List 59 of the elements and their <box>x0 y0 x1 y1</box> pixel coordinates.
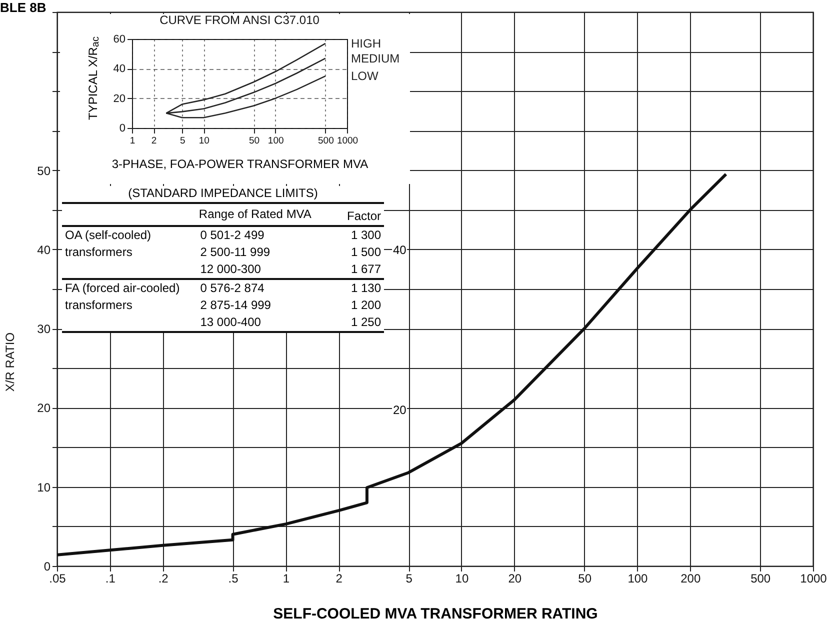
annotation: 0 576-2 874 <box>199 280 266 297</box>
y-tick-label: 60 <box>113 34 126 46</box>
x-tick-label: .1 <box>105 572 116 586</box>
y-tick-label: 10 <box>37 480 51 494</box>
annotation: Range of Rated MVA <box>198 206 312 223</box>
x-tick-label: 100 <box>628 572 648 586</box>
text: HIGH <box>351 36 381 50</box>
x-tick-label: 200 <box>680 572 701 586</box>
x-tick-label: 2 <box>151 136 157 146</box>
annotation: 13 000-400 <box>199 314 262 331</box>
annotation: 12 000-300 <box>199 261 262 278</box>
annotation: 20 <box>392 403 408 417</box>
x-tick-label: 50 <box>578 572 592 586</box>
x-tick-label: 1000 <box>800 572 828 586</box>
x-tick-label: .05 <box>49 572 66 586</box>
annotation: 2 500-11 999 <box>199 244 272 261</box>
annotation: 1 130 <box>350 280 382 297</box>
chart-title: CURVE FROM ANSI C37.010 <box>160 13 320 27</box>
annotation: 1 677 <box>350 261 382 278</box>
x-tick-label: .2 <box>158 572 169 586</box>
x-tick-label: 1 <box>130 136 136 146</box>
annotation: OA (self-cooled) transformers <box>64 227 152 261</box>
x-axis-title: 3-PHASE, FOA-POWER TRANSFORMER MVA <box>112 157 368 171</box>
y-tick-label: 0 <box>119 122 126 134</box>
y-tick-label: 30 <box>37 322 51 336</box>
annotation: 0 501-2 499 <box>199 227 266 244</box>
x-tick-label: 2 <box>336 572 343 586</box>
annotation: (STANDARD IMPEDANCE LIMITS) <box>127 186 319 202</box>
x-tick-label: 5 <box>406 572 413 586</box>
x-tick-label: 10 <box>455 572 469 586</box>
x-tick-label: 20 <box>508 572 522 586</box>
x-tick-label: 50 <box>248 136 260 146</box>
text: LOW <box>351 69 380 84</box>
x-tick-label: 1000 <box>336 136 358 146</box>
x-tick-label: 1 <box>282 572 290 586</box>
x-tick-label: 5 <box>180 136 186 146</box>
y-tick-label: 0 <box>44 560 51 574</box>
text: BLE 8B <box>0 0 46 15</box>
x-axis-title: SELF-COOLED MVA TRANSFORMER RATING <box>273 606 598 622</box>
y-axis-title: X/R RATIO <box>3 332 17 392</box>
text: MEDIUM <box>351 51 400 66</box>
annotation: 1 500 <box>350 244 382 261</box>
y-tick-label: 20 <box>113 92 126 105</box>
annotation: FA (forced air-cooled) transformers <box>64 280 181 314</box>
annotation: 40 <box>392 243 408 257</box>
y-tick-label: 40 <box>113 63 126 76</box>
y-tick-label: 40 <box>37 242 51 257</box>
annotation: 2 875-14 999 <box>199 297 272 314</box>
x-tick-label: 500 <box>318 136 334 146</box>
annotation: 1 250 <box>350 314 382 331</box>
annotation: Factor <box>346 208 382 225</box>
x-tick-label: 500 <box>750 572 771 586</box>
annotation: 1 300 <box>350 227 382 244</box>
annotation: 1 200 <box>350 297 382 314</box>
x-tick-label: 100 <box>268 136 284 146</box>
x-tick-label: 10 <box>198 136 210 146</box>
y-tick-label: 20 <box>37 401 51 416</box>
x-tick-label: .5 <box>228 572 239 586</box>
y-tick-label: 50 <box>37 164 51 178</box>
